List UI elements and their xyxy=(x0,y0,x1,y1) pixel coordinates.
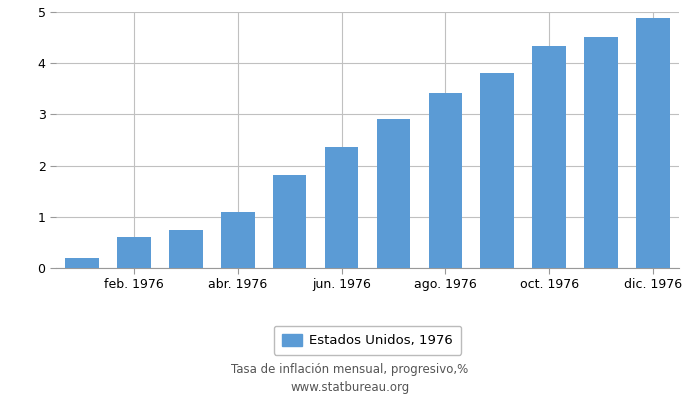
Bar xyxy=(220,212,255,268)
Bar xyxy=(273,175,307,268)
Bar xyxy=(428,93,462,268)
Bar xyxy=(532,46,566,268)
Bar xyxy=(636,18,670,268)
Text: www.statbureau.org: www.statbureau.org xyxy=(290,382,410,394)
Bar xyxy=(480,73,514,268)
Bar xyxy=(65,258,99,268)
Bar xyxy=(169,230,203,268)
Text: Tasa de inflación mensual, progresivo,%: Tasa de inflación mensual, progresivo,% xyxy=(232,364,468,376)
Bar xyxy=(584,36,618,268)
Bar xyxy=(117,237,150,268)
Legend: Estados Unidos, 1976: Estados Unidos, 1976 xyxy=(274,326,461,355)
Bar xyxy=(377,119,410,268)
Bar xyxy=(325,147,358,268)
